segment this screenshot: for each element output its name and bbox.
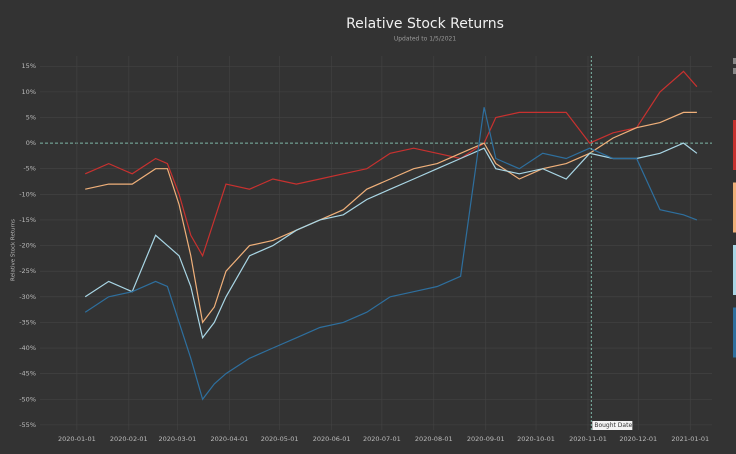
x-tick-label: 2020-01-01: [58, 435, 96, 443]
x-tick-label: 2020-10-01: [517, 435, 555, 443]
series-line: [84, 70, 698, 258]
y-tick-label: -15%: [19, 216, 36, 224]
legend-swatch: [733, 307, 736, 358]
x-tick-label: 2020-03-01: [159, 435, 197, 443]
annotation: Bought Date: [594, 422, 632, 429]
y-tick-label: -40%: [19, 344, 36, 352]
legend-swatch: [733, 182, 736, 233]
y-tick-label: -20%: [19, 242, 36, 250]
legend-marker: [733, 58, 736, 64]
y-tick-label: -25%: [19, 267, 36, 275]
y-tick-label: -45%: [19, 370, 36, 378]
y-tick-label: 0%: [26, 139, 36, 147]
series-line: [84, 142, 698, 340]
x-tick-label: 2020-05-01: [261, 435, 299, 443]
x-tick-label: 2020-07-01: [363, 435, 401, 443]
y-tick-label: -10%: [19, 190, 36, 198]
series-line: [84, 107, 698, 401]
legend-swatch: [733, 245, 736, 295]
chart-title: Relative Stock Returns: [346, 16, 504, 32]
x-tick-label: 2020-11-01: [569, 435, 607, 443]
legend-marker: [733, 68, 736, 74]
x-tick-label: 2021-01-01: [671, 435, 709, 443]
y-tick-label: -35%: [19, 318, 36, 326]
x-tick-label: 2020-12-01: [619, 435, 657, 443]
x-tick-label: 2020-08-01: [415, 435, 453, 443]
x-tick-label: 2020-04-01: [210, 435, 248, 443]
y-tick-label: 15%: [22, 62, 36, 70]
x-tick-label: 2020-09-01: [467, 435, 505, 443]
x-tick-label: 2020-02-01: [110, 435, 148, 443]
legend-swatch: [733, 120, 736, 170]
chart-subtitle: Updated to 1/5/2021: [394, 36, 457, 43]
y-axis-title: Relative Stock Returns: [11, 219, 17, 281]
y-tick-label: 10%: [22, 88, 36, 96]
y-tick-label: -55%: [19, 421, 36, 429]
y-tick-label: -5%: [23, 165, 36, 173]
y-tick-label: -30%: [19, 293, 36, 301]
annotation-box: [592, 421, 633, 430]
x-tick-label: 2020-06-01: [313, 435, 351, 443]
y-tick-label: -50%: [19, 395, 36, 403]
y-tick-label: 5%: [26, 113, 36, 121]
